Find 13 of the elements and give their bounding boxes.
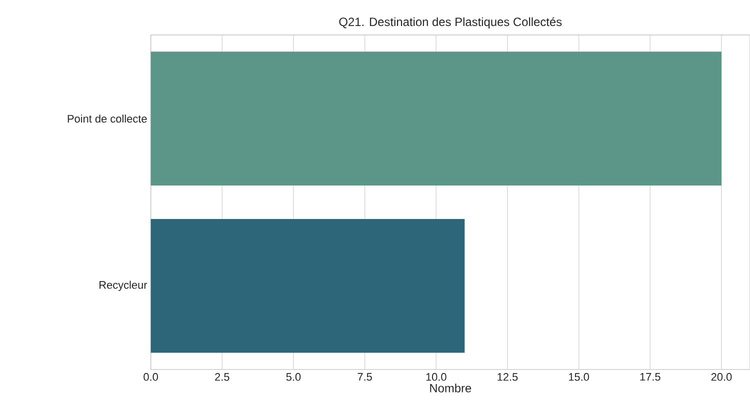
x-tick-label: 15.0 [568,372,590,381]
x-tick-label: 20.0 [711,372,732,381]
chart-title: Q21. Destination des Plastiques Collectés [339,16,562,28]
x-axis-title: Nombre [430,383,472,392]
x-tick-label: 17.5 [640,372,660,380]
x-tick-label: 10.0 [426,372,446,381]
x-tick-label: 5.0 [286,372,301,381]
x-tick-label: 12.5 [498,372,518,381]
x-tick-label: 0.0 [144,372,158,381]
x-tick-label: 2.5 [215,372,230,381]
y-tick-label: Point de collecte [68,114,147,122]
x-tick-label: 7.5 [358,372,372,380]
y-tick-label: Recycleur [100,280,148,291]
